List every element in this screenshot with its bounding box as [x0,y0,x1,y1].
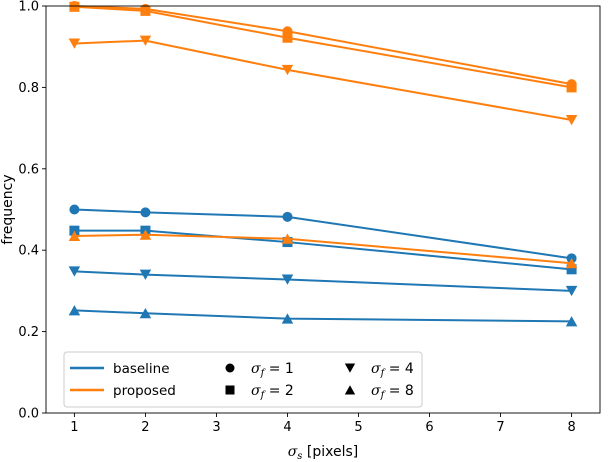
legend-marker-circle [225,363,235,373]
point-proposed-sigma-f-8-x2 [139,229,152,240]
legend-label-proposed: proposed [113,383,176,399]
point-baseline-sigma-f-8-x4 [281,313,294,324]
series-proposed-sigma-f-8 [68,229,578,269]
x-axis-label-sub: s [297,451,302,462]
legend-label-baseline: baseline [113,361,170,377]
x-tick-label-8: 8 [567,420,575,435]
legend-sigma: σ [371,361,381,377]
point-baseline-sigma-f-1-x1 [69,204,80,215]
line-baseline-sigma-f-1 [74,208,572,260]
legend-marker-triangle-down [344,363,356,373]
legend-box [63,351,423,408]
y-axis-label: frequency [0,174,16,244]
y-tick-label-0.6: 0.6 [18,162,39,177]
point-baseline-sigma-f-1-x2 [140,207,151,218]
point-proposed-sigma-f-2-x2 [140,5,151,16]
point-baseline-sigma-f-8-x1 [68,305,81,316]
legend-label-sigma-f-2: σf = 4 [371,361,414,379]
x-tick-label-7: 7 [496,420,504,435]
line-proposed-sigma-f-2 [74,5,572,89]
y-tick-label-0.8: 0.8 [18,81,39,96]
y-tick-label-0.4: 0.4 [18,244,39,259]
point-proposed-sigma-f-4-x1 [68,38,81,49]
legend-label-sigma-f-1: σf = 2 [251,383,294,401]
line-proposed-sigma-f-8 [74,233,572,265]
series-layer [68,1,578,327]
point-baseline-sigma-f-4-x8 [565,285,578,297]
legend-sigma-value: = 1 [264,361,294,377]
x-axis-label-unit: [pixels] [302,444,358,460]
point-proposed-sigma-f-2-x4 [282,32,293,43]
y-tick-label-0.0: 0.0 [18,407,39,422]
legend-label-sigma-f-3: σf = 8 [371,383,414,401]
legend-sigma-sub: f [260,368,267,379]
series-baseline-sigma-f-4 [68,266,578,297]
point-baseline-sigma-f-4-x4 [281,274,294,285]
y-tick-label-1.0: 1.0 [18,0,39,15]
point-proposed-sigma-f-8-x1 [68,230,81,241]
line-proposed-sigma-f-4 [74,39,572,121]
legend-sigma: σ [371,383,381,399]
x-tick-label-6: 6 [425,420,433,435]
legend-sigma-value: = 2 [264,383,294,399]
x-tick-label-4: 4 [283,420,291,435]
line-baseline-sigma-f-8 [74,309,572,323]
legend-marker-square [225,385,235,395]
line-proposed-sigma-f-1 [74,5,572,86]
line-baseline-sigma-f-4 [74,270,572,292]
legend-sigma-value: = 8 [384,383,414,399]
point-proposed-sigma-f-2-x8 [566,82,577,93]
legend-sigma-sub: f [380,390,387,401]
axes-layer: 1 2 3 4 5 6 7 8 0.0 0.2 0.4 0.6 0.8 1.0 [18,0,575,435]
x-tick-label-1: 1 [70,420,78,435]
point-baseline-sigma-f-2-x8 [566,264,577,275]
series-proposed-sigma-f-2 [69,1,577,93]
legend-sigma-value: = 4 [384,361,414,377]
point-baseline-sigma-f-8-x8 [565,316,578,327]
point-proposed-sigma-f-2-x1 [69,1,80,12]
point-proposed-sigma-f-4-x4 [281,64,294,76]
x-axis-label: σs [pixels] [288,444,359,462]
legend-sigma: σ [251,361,261,377]
point-baseline-sigma-f-2-x1 [69,225,80,236]
x-tick-label-3: 3 [212,420,220,435]
point-proposed-sigma-f-4-x8 [565,114,578,126]
legend-label-sigma-f-0: σf = 1 [251,361,294,379]
series-baseline-sigma-f-8 [68,305,578,327]
y-tick-label-0.2: 0.2 [18,325,39,340]
plot-frame [45,5,601,414]
point-baseline-sigma-f-4-x1 [68,266,81,277]
x-tick-label-5: 5 [354,420,362,435]
point-proposed-sigma-f-8-x8 [565,257,578,269]
legend-sigma-sub: f [380,368,387,379]
legend-marker-triangle-up [344,385,356,395]
point-proposed-sigma-f-4-x2 [139,35,152,46]
point-baseline-sigma-f-4-x2 [139,269,152,280]
point-proposed-sigma-f-8-x4 [281,233,294,244]
point-baseline-sigma-f-8-x2 [139,308,152,319]
series-proposed-sigma-f-4 [68,35,578,126]
x-tick-label-2: 2 [141,420,149,435]
legend-sigma-sub: f [260,390,267,401]
legend-sigma: σ [251,383,261,399]
point-baseline-sigma-f-1-x4 [282,211,293,222]
x-axis-label-sigma: σ [288,444,298,460]
